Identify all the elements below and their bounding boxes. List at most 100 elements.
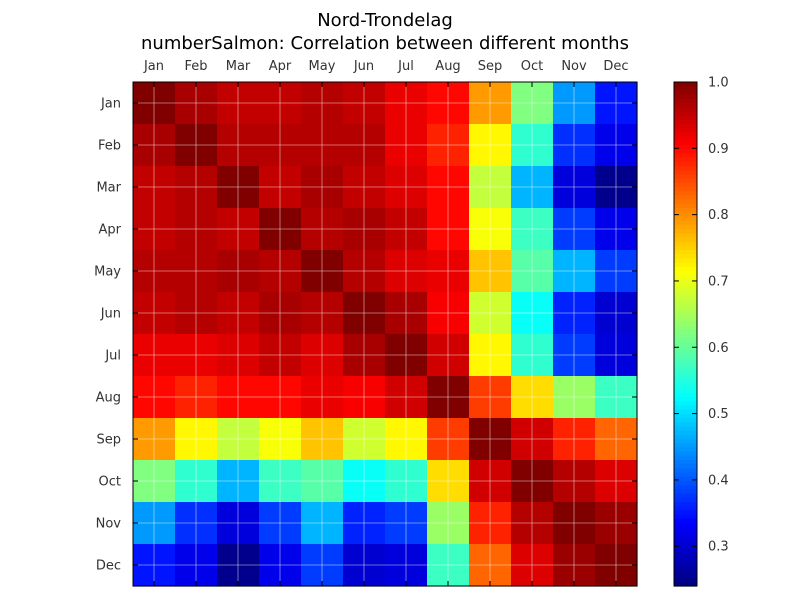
x-tick-label: Apr xyxy=(269,59,292,74)
colorbar-segment xyxy=(674,560,697,566)
colorbar-segment xyxy=(674,464,697,469)
colorbar-segment xyxy=(674,485,697,490)
colorbar-segment xyxy=(674,107,697,112)
colorbar-segment xyxy=(674,430,697,436)
colorbar-segment xyxy=(674,523,697,528)
colorbar-segment xyxy=(674,308,697,314)
colorbar-segment xyxy=(674,153,697,159)
colorbar-segment xyxy=(674,271,697,276)
colorbar-segment xyxy=(674,506,697,511)
axis-ticks xyxy=(133,82,637,586)
colorbar-segment xyxy=(674,296,697,301)
colorbar-segment xyxy=(674,220,697,226)
colorbar-segment xyxy=(674,157,697,163)
colorbar-segment xyxy=(674,166,697,171)
colorbar-segment xyxy=(674,552,697,558)
colorbar-segment xyxy=(674,279,697,285)
colorbar-segment xyxy=(674,409,697,415)
colorbar-segment xyxy=(674,132,697,138)
colorbar-segment xyxy=(674,329,697,335)
colorbar-segment xyxy=(674,363,697,369)
colorbar-segment xyxy=(674,191,697,196)
colorbar-segment xyxy=(674,140,697,146)
colorbar-segment xyxy=(674,581,697,587)
x-tick-label: Aug xyxy=(435,59,460,74)
colorbar-segment xyxy=(674,350,697,356)
colorbar-segment xyxy=(674,262,697,268)
grid-lines xyxy=(133,82,637,586)
colorbar-tick-label: 0.6 xyxy=(708,341,729,356)
colorbar-segment xyxy=(674,376,697,381)
colorbar-segment xyxy=(674,539,697,545)
colorbar-segment xyxy=(674,338,697,343)
colorbar-segment xyxy=(674,90,697,96)
colorbar-segment xyxy=(674,556,697,562)
colorbar-frame xyxy=(673,81,698,587)
x-tick-label: Feb xyxy=(184,59,207,74)
colorbar-segment xyxy=(674,325,697,331)
colorbar-segment xyxy=(674,514,697,520)
colorbar-segment xyxy=(674,392,697,398)
colorbar-segment xyxy=(674,405,697,411)
y-tick-label: Oct xyxy=(99,475,121,490)
colorbar-segment xyxy=(674,250,697,255)
colorbar-tick-label: 1.0 xyxy=(708,76,729,91)
colorbar-segment xyxy=(674,359,697,364)
colorbar-segment xyxy=(674,203,697,209)
colorbar-segment xyxy=(674,577,697,583)
colorbar-segment xyxy=(674,103,697,108)
colorbar-segment xyxy=(674,321,697,327)
colorbar-segment xyxy=(674,187,697,192)
colorbar-segment xyxy=(674,460,697,465)
chart-subtitle: numberSalmon: Correlation between differ… xyxy=(141,33,629,54)
colorbar-segment xyxy=(674,212,697,217)
colorbar-segment xyxy=(674,161,697,167)
colorbar-segment xyxy=(674,119,697,125)
colorbar-segment xyxy=(674,182,697,188)
x-tick-label: Sep xyxy=(478,59,503,74)
x-tick-label: Dec xyxy=(603,59,628,74)
colorbar-segment xyxy=(674,422,697,427)
colorbar-segment xyxy=(674,241,697,247)
colorbar-segment xyxy=(674,413,697,419)
colorbar-segment xyxy=(674,283,697,289)
x-tick-label: Jan xyxy=(143,59,164,74)
x-tick-label: Nov xyxy=(561,59,587,74)
colorbar-segment xyxy=(674,86,697,91)
colorbar-segment xyxy=(674,418,697,423)
colorbar-segment xyxy=(674,355,697,360)
colorbar-segment xyxy=(674,447,697,453)
colorbar-segment xyxy=(674,170,697,175)
colorbar-segment xyxy=(674,208,697,213)
colorbar-segment xyxy=(674,397,697,402)
colorbar-segment xyxy=(674,573,697,579)
colorbar-segment xyxy=(674,300,697,306)
colorbar-segment xyxy=(674,468,697,474)
colorbar-segment xyxy=(674,304,697,310)
colorbar-segment xyxy=(674,124,697,129)
colorbar-segment xyxy=(674,451,697,457)
colorbar-segment xyxy=(674,384,697,390)
colorbar-segment xyxy=(674,275,697,280)
colorbar-segment xyxy=(674,367,697,373)
colorbar-segment xyxy=(674,565,697,570)
colorbar-segment xyxy=(674,518,697,524)
y-tick-label: Jun xyxy=(100,307,121,322)
colorbar-segment xyxy=(674,233,697,238)
y-tick-label: Dec xyxy=(96,559,121,574)
colorbar-gradient xyxy=(674,82,697,587)
colorbar-segment xyxy=(674,229,697,234)
colorbar-segment xyxy=(674,292,697,297)
colorbar-segment xyxy=(674,527,697,532)
plot-frame xyxy=(132,81,638,587)
colorbar-segment xyxy=(674,258,697,264)
colorbar-segment xyxy=(674,287,697,293)
colorbar-segment xyxy=(674,174,697,180)
chart-title: Nord-Trondelag xyxy=(317,10,453,31)
colorbar-segment xyxy=(674,401,697,406)
colorbar-segment xyxy=(674,199,697,205)
colorbar-segment xyxy=(674,510,697,516)
y-tick-label: Nov xyxy=(96,517,122,532)
y-tick-label: Jan xyxy=(100,97,121,112)
colorbar-segment xyxy=(674,254,697,259)
